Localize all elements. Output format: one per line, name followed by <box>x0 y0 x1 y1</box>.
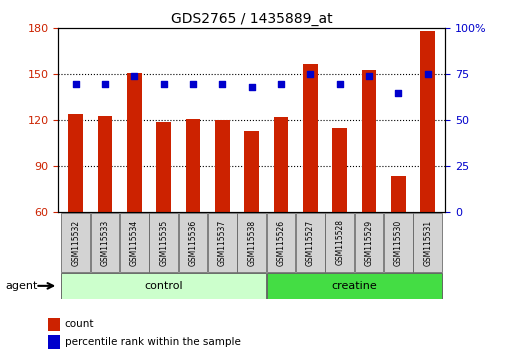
Text: GSM115532: GSM115532 <box>71 219 80 266</box>
Text: GSM115538: GSM115538 <box>247 219 256 266</box>
Point <box>247 84 256 90</box>
FancyBboxPatch shape <box>120 213 148 272</box>
Text: GSM115531: GSM115531 <box>422 219 431 266</box>
FancyBboxPatch shape <box>354 213 383 272</box>
Point <box>101 81 109 86</box>
Bar <box>127 73 141 304</box>
Bar <box>97 116 112 304</box>
Bar <box>244 131 259 304</box>
Text: GSM115529: GSM115529 <box>364 219 373 266</box>
FancyBboxPatch shape <box>178 213 207 272</box>
Point <box>276 81 284 86</box>
Point <box>423 72 431 77</box>
Bar <box>185 119 200 304</box>
Point <box>393 90 401 96</box>
FancyBboxPatch shape <box>266 273 441 299</box>
Point <box>306 72 314 77</box>
FancyBboxPatch shape <box>149 213 178 272</box>
Text: creatine: creatine <box>331 281 377 291</box>
Bar <box>48 335 60 349</box>
FancyBboxPatch shape <box>325 213 354 272</box>
Text: GSM115530: GSM115530 <box>393 219 402 266</box>
Text: GSM115533: GSM115533 <box>100 219 110 266</box>
Bar <box>68 114 83 304</box>
Text: GSM115527: GSM115527 <box>306 219 314 266</box>
Title: GDS2765 / 1435889_at: GDS2765 / 1435889_at <box>171 12 332 26</box>
Bar <box>156 122 171 304</box>
Text: count: count <box>65 319 94 329</box>
Bar <box>273 117 288 304</box>
FancyBboxPatch shape <box>61 273 266 299</box>
Point <box>335 81 343 86</box>
Text: GSM115526: GSM115526 <box>276 219 285 266</box>
FancyBboxPatch shape <box>237 213 266 272</box>
Text: GSM115534: GSM115534 <box>130 219 139 266</box>
FancyBboxPatch shape <box>266 213 295 272</box>
Text: agent: agent <box>5 281 37 291</box>
Bar <box>48 318 60 331</box>
Text: control: control <box>144 281 183 291</box>
FancyBboxPatch shape <box>90 213 119 272</box>
Bar <box>420 32 434 304</box>
FancyBboxPatch shape <box>295 213 324 272</box>
Bar <box>332 128 346 304</box>
Point <box>189 81 197 86</box>
FancyBboxPatch shape <box>413 213 441 272</box>
Bar <box>361 70 376 304</box>
Text: percentile rank within the sample: percentile rank within the sample <box>65 337 240 347</box>
Text: GSM115537: GSM115537 <box>218 219 226 266</box>
Text: GSM115536: GSM115536 <box>188 219 197 266</box>
FancyBboxPatch shape <box>208 213 236 272</box>
Point <box>160 81 168 86</box>
Bar <box>215 120 229 304</box>
Point <box>72 81 80 86</box>
FancyBboxPatch shape <box>383 213 412 272</box>
Text: GSM115535: GSM115535 <box>159 219 168 266</box>
Point <box>218 81 226 86</box>
FancyBboxPatch shape <box>61 213 90 272</box>
Bar <box>302 64 317 304</box>
Point <box>130 73 138 79</box>
Bar <box>390 176 405 304</box>
Text: GSM115528: GSM115528 <box>334 219 343 266</box>
Point <box>364 73 372 79</box>
